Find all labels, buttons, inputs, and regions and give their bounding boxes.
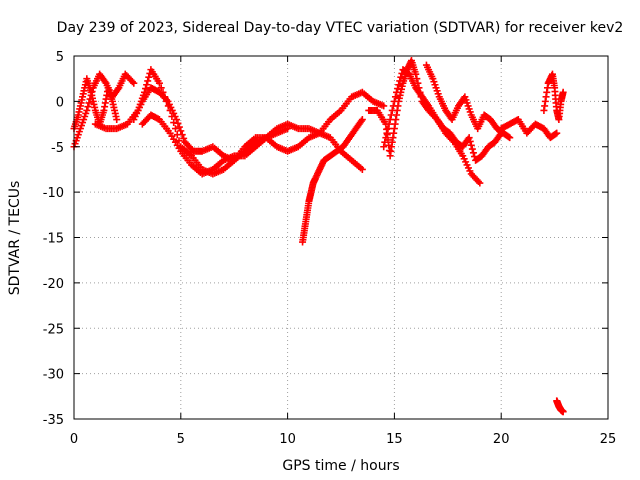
y-tick-label: 5 (56, 50, 64, 65)
data-point-interp (174, 119, 182, 127)
data-point-interp (395, 81, 403, 89)
y-tick-label: -30 (43, 368, 64, 383)
data-point (155, 79, 163, 87)
series-track-k (540, 70, 567, 124)
data-point-interp (88, 88, 96, 96)
data-point (358, 116, 366, 124)
data-point-interp (101, 78, 109, 86)
data-point-interp (175, 137, 183, 145)
series-track-i (422, 61, 514, 142)
data-point (380, 143, 388, 151)
data-point-interp (128, 78, 136, 86)
data-point (130, 79, 138, 87)
series-track-b (70, 70, 138, 151)
x-tick-label: 5 (177, 432, 185, 447)
y-tick-label: -20 (43, 277, 64, 292)
series-track-h (380, 66, 505, 164)
data-point (559, 88, 567, 96)
data-point-interp (143, 81, 151, 89)
x-axis-label: GPS time / hours (282, 458, 399, 474)
data-point (412, 70, 420, 78)
data-point-interp (394, 85, 402, 93)
x-tick-labels: 0 5 10 15 20 25 (70, 432, 616, 447)
data-point-interp (357, 117, 365, 125)
data-point (380, 102, 388, 110)
data-point-interp (424, 100, 432, 108)
data-point-interp (389, 102, 397, 110)
data-point-interp (382, 134, 390, 142)
series-track-g (365, 57, 484, 187)
x-tick-label: 25 (600, 432, 617, 447)
data-point-interp (145, 73, 153, 81)
y-axis-label: SDTVAR / TECUs (7, 181, 23, 296)
series-track-d (130, 84, 366, 173)
data-point (506, 134, 514, 142)
x-tick-label: 0 (70, 432, 78, 447)
y-tick-label: -25 (43, 322, 64, 337)
data-point (465, 134, 473, 142)
data-point-interp (383, 129, 391, 137)
data-point-interp (391, 93, 399, 101)
data-point (559, 408, 567, 416)
data-point-interp (467, 141, 475, 149)
data-point-interp (466, 137, 474, 145)
data-point-interp (144, 77, 152, 85)
series-track-j (497, 116, 561, 142)
x-tick-label: 15 (386, 432, 403, 447)
data-point-interp (85, 99, 93, 107)
data-points (70, 57, 567, 416)
data-point-interp (474, 178, 482, 186)
data-point-interp (180, 134, 188, 142)
x-tick-label: 10 (279, 432, 296, 447)
data-point (358, 165, 366, 173)
data-point-interp (390, 97, 398, 105)
data-point-interp (175, 123, 183, 131)
chart-title: Day 239 of 2023, Sidereal Day-to-day VTE… (57, 20, 624, 36)
data-point-interp (171, 125, 179, 133)
data-point-interp (163, 96, 171, 104)
grid-lines (74, 56, 608, 419)
data-point-interp (178, 131, 186, 139)
data-point-interp (157, 84, 165, 92)
data-point (83, 106, 91, 114)
data-point (386, 116, 394, 124)
data-point (113, 116, 121, 124)
axis-ticks (73, 55, 609, 420)
data-point (553, 129, 561, 137)
data-point-interp (177, 127, 185, 135)
y-tick-label: -35 (43, 413, 64, 428)
y-tick-label: -10 (43, 186, 64, 201)
series-track-f (299, 116, 366, 246)
series-track-l (553, 397, 567, 416)
data-point-interp (114, 85, 122, 93)
data-point-interp (84, 103, 92, 111)
data-point-interp (388, 106, 396, 114)
data-point-interp (86, 95, 94, 103)
data-point-interp (381, 138, 389, 146)
y-tick-label: -15 (43, 232, 64, 247)
data-point-interp (468, 145, 476, 153)
data-point-interp (396, 77, 404, 85)
data-point (173, 116, 181, 124)
series-track-e (138, 88, 388, 178)
data-point-interp (469, 149, 477, 157)
y-tick-label: 0 (56, 95, 64, 110)
data-point-interp (384, 125, 392, 133)
y-tick-labels: -35 -30 -25 -20 -15 -10 -5 0 5 (43, 50, 64, 428)
y-tick-label: -5 (51, 141, 64, 156)
data-point-interp (397, 73, 405, 81)
data-point-interp (387, 111, 395, 119)
data-point (393, 88, 401, 96)
x-tick-label: 20 (493, 432, 510, 447)
data-point-interp (385, 120, 393, 128)
data-point (476, 179, 484, 187)
data-point-interp (87, 91, 95, 99)
